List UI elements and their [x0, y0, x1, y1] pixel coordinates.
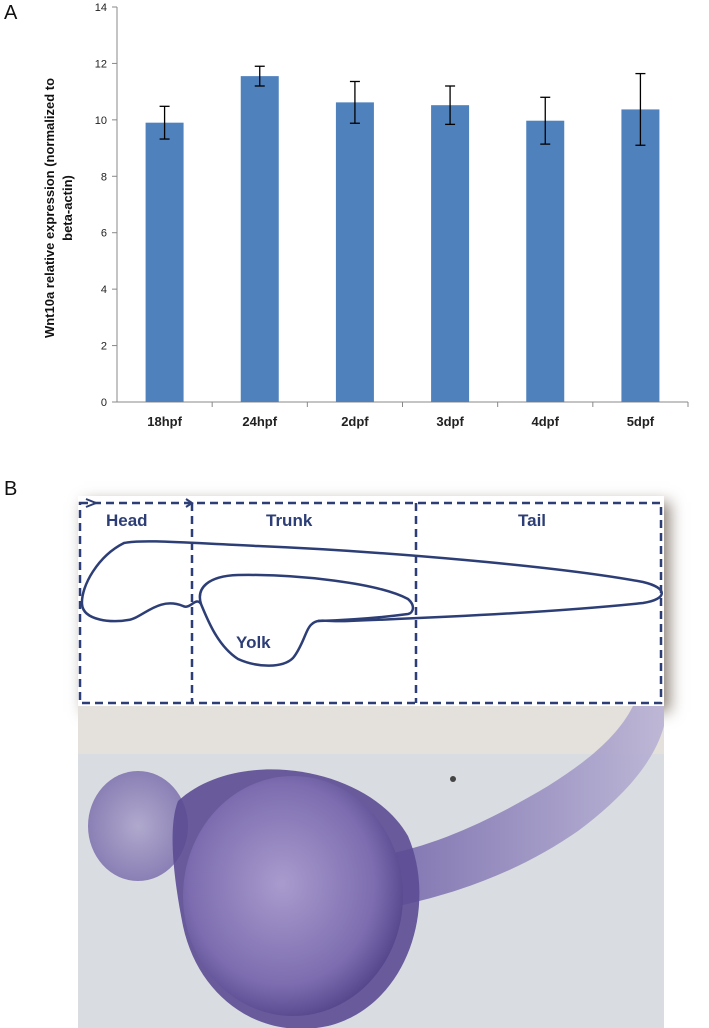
- panel-a-label: A: [4, 2, 18, 24]
- panel-b-label: B: [4, 478, 18, 500]
- y-tick-label: 0: [101, 397, 107, 409]
- debris-dot: [450, 776, 456, 782]
- region-label-tail: Tail: [518, 511, 546, 530]
- bar-5dpf: [621, 109, 660, 403]
- bar-3dpf: [431, 105, 470, 402]
- y-tick-label: 4: [101, 284, 107, 296]
- error-bars: [159, 65, 646, 146]
- bar-2dpf: [335, 102, 374, 402]
- x-tick-label-24hpf: 24hpf: [242, 414, 277, 429]
- embryo-tail: [378, 706, 664, 906]
- y-axis-label-line-1: Wnt10a relative expression (normalized t…: [42, 78, 57, 338]
- x-tick-label-5dpf: 5dpf: [627, 414, 655, 429]
- embryo-yolk: [183, 776, 403, 1016]
- zebrafish-region-diagram: Head Trunk Tail Yolk: [78, 496, 664, 706]
- embryo-head: [88, 771, 188, 881]
- diagram-svg: Head Trunk Tail Yolk: [78, 498, 663, 705]
- bar-4dpf: [526, 120, 565, 402]
- y-tick-label: 14: [95, 2, 107, 14]
- chart-axes: [116, 7, 688, 403]
- yolk-label: Yolk: [236, 633, 271, 652]
- yolk-outline: [198, 573, 415, 623]
- y-tick-label: 12: [95, 58, 107, 70]
- bar-chart: Wnt10a relative expression (normalized t…: [42, 2, 689, 429]
- region-label-trunk: Trunk: [266, 511, 313, 530]
- diagram-frame: [78, 501, 663, 705]
- embryo-outline: [80, 540, 663, 667]
- x-tick-label-3dpf: 3dpf: [436, 414, 464, 429]
- y-tick-label: 2: [101, 341, 107, 353]
- x-tick-label-2dpf: 2dpf: [341, 414, 369, 429]
- bar-18hpf: [145, 122, 184, 402]
- y-axis-label: Wnt10a relative expression (normalized t…: [42, 78, 75, 338]
- x-ticks: 18hpf 24hpf 2dpf 3dpf 4dpf 5dpf: [147, 402, 689, 429]
- bars: [145, 76, 660, 403]
- y-tick-label: 8: [101, 171, 107, 183]
- zebrafish-embryo-image: [78, 706, 664, 1028]
- y-axis-label-line-2: beta-actin): [60, 175, 75, 241]
- y-tick-label: 6: [101, 228, 107, 240]
- x-tick-label-18hpf: 18hpf: [147, 414, 182, 429]
- photo-upper-band: [78, 706, 664, 754]
- y-ticks: 0 2 4 6 8 10 12 14: [95, 2, 117, 409]
- x-tick-label-4dpf: 4dpf: [532, 414, 560, 429]
- embryo-photo-svg: [78, 706, 664, 1028]
- y-tick-label: 10: [95, 115, 107, 127]
- bar-24hpf: [240, 76, 279, 402]
- region-label-head: Head: [106, 511, 148, 530]
